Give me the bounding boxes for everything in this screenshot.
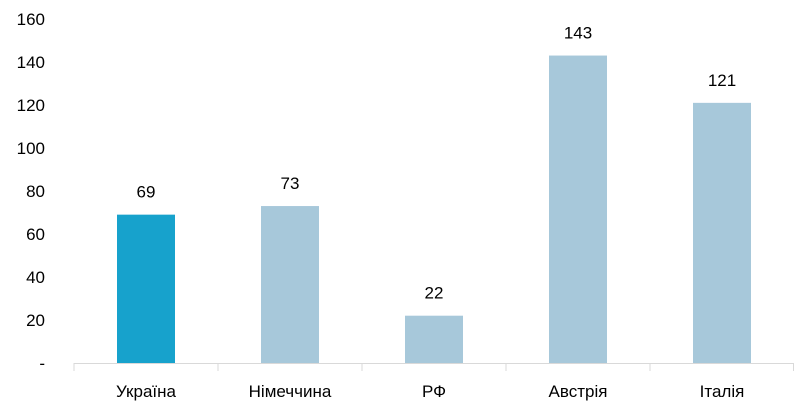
x-category-label: РФ (422, 382, 446, 401)
y-tick-label: 100 (17, 139, 45, 158)
x-category-label: Німеччина (249, 382, 332, 401)
data-label: 121 (708, 71, 736, 90)
x-category-label: Австрія (549, 382, 608, 401)
x-category-label: Україна (116, 382, 176, 401)
y-tick-label: 40 (26, 268, 45, 287)
data-label: 73 (281, 174, 300, 193)
data-label: 22 (425, 284, 444, 303)
x-axis-category-labels: Україна Німеччина РФ Австрія Італія (116, 382, 744, 401)
x-axis-tick-marks (73, 363, 794, 371)
bars-group (117, 55, 751, 364)
y-tick-label: 160 (17, 10, 45, 29)
bar-0 (117, 214, 175, 363)
y-tick-label: 60 (26, 225, 45, 244)
data-label: 143 (564, 24, 592, 43)
y-tick-label: 120 (17, 96, 45, 115)
x-category-label: Італія (700, 382, 745, 401)
bar-1 (261, 206, 319, 363)
y-tick-label: 80 (26, 182, 45, 201)
y-tick-label: - (39, 354, 45, 373)
bar-3 (549, 55, 607, 364)
data-labels-group: 69 73 22 143 121 (137, 24, 737, 303)
data-label: 69 (137, 183, 156, 202)
y-tick-label: 20 (26, 311, 45, 330)
bar-2 (405, 315, 463, 363)
y-tick-label: 140 (17, 53, 45, 72)
y-axis-tick-labels: - 20 40 60 80 100 120 140 160 (17, 10, 45, 373)
bar-4 (693, 102, 751, 363)
